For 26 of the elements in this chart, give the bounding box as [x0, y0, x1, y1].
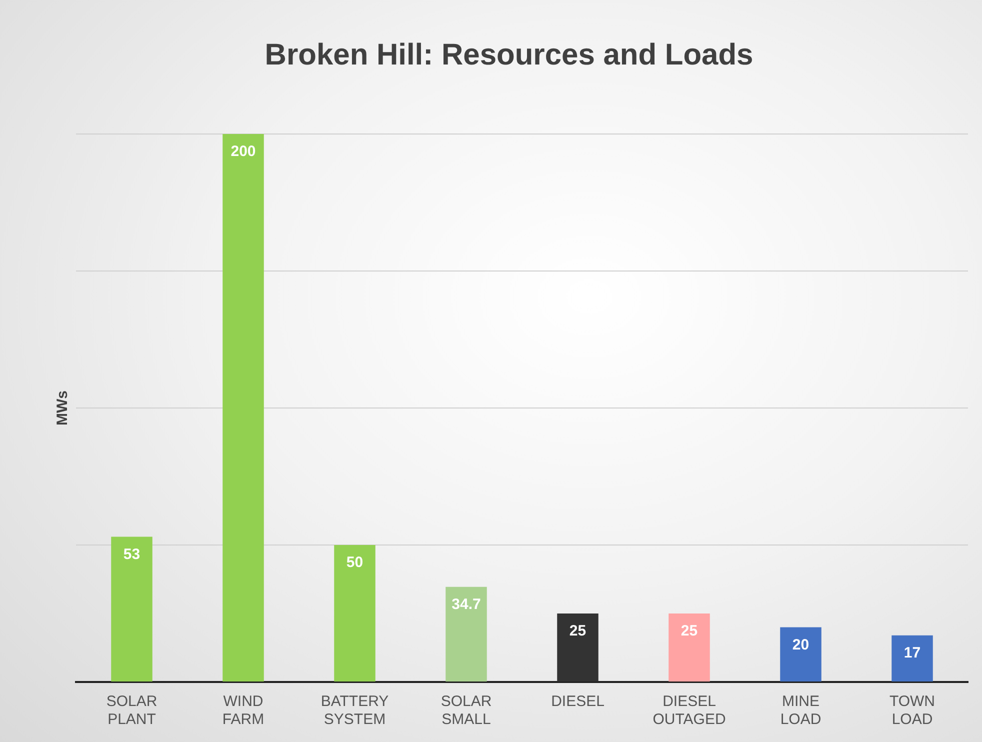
chart-title: Broken Hill: Resources and Loads — [264, 38, 754, 72]
bar — [668, 614, 710, 682]
bar — [780, 627, 822, 682]
data-label: 53 — [123, 546, 140, 563]
data-label: 200 — [230, 143, 256, 160]
bar — [446, 586, 487, 682]
x-tick-label: SOLAR SMALL — [440, 693, 492, 728]
data-label: 25 — [569, 622, 586, 640]
data-label: 17 — [904, 644, 921, 662]
bar — [111, 536, 152, 682]
x-tick-label: DIESEL OUTAGED — [652, 693, 726, 728]
data-label: 25 — [680, 622, 698, 640]
bar — [892, 635, 933, 682]
x-tick-label: MINE LOAD — [780, 693, 822, 728]
bar — [222, 134, 264, 682]
data-label: 34.7 — [452, 596, 481, 614]
bar — [557, 614, 598, 682]
x-tick-label: TOWN LOAD — [889, 693, 936, 728]
data-label: 50 — [346, 554, 364, 572]
x-tick-label: SOLAR PLANT — [106, 693, 158, 728]
bar — [334, 545, 376, 682]
x-tick-label: WIND FARM — [222, 693, 264, 728]
y-axis-title: MWs — [54, 390, 72, 426]
data-label: 20 — [792, 636, 810, 654]
x-tick-label: DIESEL — [551, 693, 604, 710]
x-tick-label: BATTERY SYSTEM — [320, 693, 389, 728]
